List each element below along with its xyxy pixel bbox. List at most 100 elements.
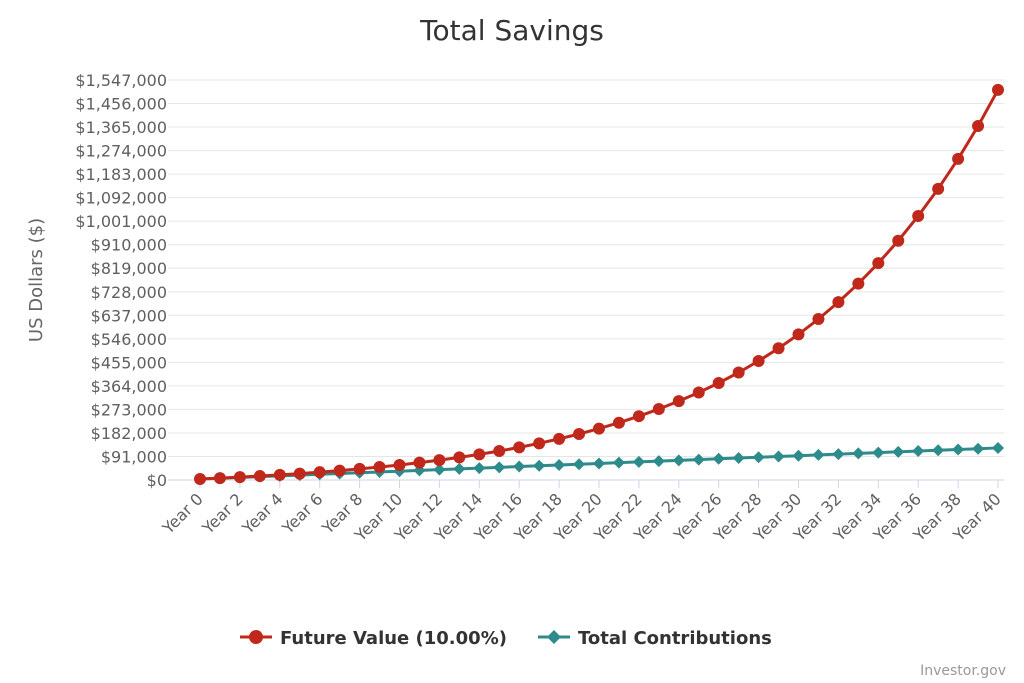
data-point[interactable] [194,472,206,485]
data-point[interactable] [692,386,705,399]
y-tick-label: $273,000 [91,400,167,419]
data-point[interactable] [453,462,466,475]
data-point[interactable] [413,456,426,469]
data-point[interactable] [972,120,985,133]
data-point[interactable] [872,446,885,459]
data-point[interactable] [553,459,566,472]
data-point[interactable] [433,454,446,467]
x-tick-label: Year 0 [158,489,207,538]
legend-marker [547,630,561,644]
data-point[interactable] [453,451,466,464]
data-point[interactable] [213,472,226,485]
data-point[interactable] [752,451,765,464]
data-point[interactable] [473,462,486,475]
data-point[interactable] [373,461,386,474]
data-point[interactable] [433,463,446,476]
data-point[interactable] [652,403,665,416]
data-point[interactable] [253,470,266,483]
data-point[interactable] [293,467,306,480]
data-point[interactable] [952,443,965,456]
data-point[interactable] [493,445,506,458]
data-point[interactable] [812,448,825,461]
y-tick-label: $364,000 [91,377,167,396]
data-point[interactable] [533,459,546,472]
data-point[interactable] [972,442,985,455]
legend-item[interactable]: Future Value (10.00%) [240,628,507,649]
data-point[interactable] [852,277,865,290]
data-point[interactable] [672,395,685,408]
data-point[interactable] [533,437,546,450]
data-point[interactable] [892,445,905,458]
data-point[interactable] [632,410,645,423]
data-point[interactable] [792,449,805,462]
y-tick-label: $0 [147,471,167,490]
y-tick-label: $91,000 [101,447,167,466]
data-point[interactable] [712,376,725,389]
y-tick-label: $455,000 [91,353,167,372]
data-point[interactable] [892,234,905,247]
data-point[interactable] [632,455,645,468]
data-point[interactable] [493,461,506,474]
data-point[interactable] [992,83,1004,96]
series-future-value-10-00- [194,83,1004,485]
data-point[interactable] [513,441,526,454]
data-point[interactable] [333,464,346,477]
data-point[interactable] [732,452,745,465]
data-point[interactable] [573,427,586,440]
data-point[interactable] [652,455,665,468]
data-point[interactable] [233,471,246,484]
data-point[interactable] [612,416,625,429]
data-point[interactable] [593,422,605,435]
data-point[interactable] [473,448,486,461]
data-point[interactable] [772,450,785,463]
data-point[interactable] [732,366,745,379]
data-point[interactable] [513,460,526,473]
data-point[interactable] [553,432,566,445]
y-tick-label: $637,000 [91,306,167,325]
data-point[interactable] [912,209,925,222]
data-point[interactable] [912,445,925,458]
data-point[interactable] [752,354,765,367]
legend: Future Value (10.00%) Total Contributions [240,628,772,649]
chart-title: Total Savings [419,14,604,47]
y-axis-label: US Dollars ($) [26,218,47,342]
data-point[interactable] [832,448,845,461]
data-point[interactable] [712,452,725,465]
y-tick-label: $1,365,000 [75,118,167,137]
data-point[interactable] [273,468,286,481]
y-tick-label: $1,456,000 [75,95,167,114]
y-axis-ticks: $0 $91,000 $182,000 $273,000 $364,000 $455,00… [75,71,167,490]
y-tick-label: $1,183,000 [75,165,167,184]
data-point[interactable] [792,328,805,341]
data-point[interactable] [832,296,845,309]
data-point[interactable] [852,447,865,460]
x-tick-label: Year 4 [238,489,287,538]
data-point[interactable] [992,441,1004,454]
data-point[interactable] [672,454,685,467]
data-point[interactable] [393,458,406,471]
data-point[interactable] [812,313,825,326]
data-point[interactable] [772,342,785,355]
data-point[interactable] [932,444,945,457]
data-point[interactable] [313,466,326,479]
y-tick-label: $728,000 [91,283,167,302]
series-line [199,89,1000,481]
y-tick-label: $546,000 [91,330,167,349]
legend-label: Total Contributions [578,628,772,649]
data-point[interactable] [353,462,366,475]
data-point[interactable] [692,453,705,466]
data-point[interactable] [872,257,885,270]
data-point[interactable] [932,182,945,195]
data-point[interactable] [612,456,625,469]
y-tick-label: $910,000 [91,236,167,255]
credit-link[interactable]: Investor.gov [920,663,1006,679]
data-point[interactable] [593,457,605,470]
data-point[interactable] [952,152,965,165]
y-tick-label: $1,547,000 [75,71,167,90]
data-point[interactable] [573,458,586,471]
y-tick-label: $1,001,000 [75,212,167,231]
legend-item[interactable]: Total Contributions [538,628,772,649]
